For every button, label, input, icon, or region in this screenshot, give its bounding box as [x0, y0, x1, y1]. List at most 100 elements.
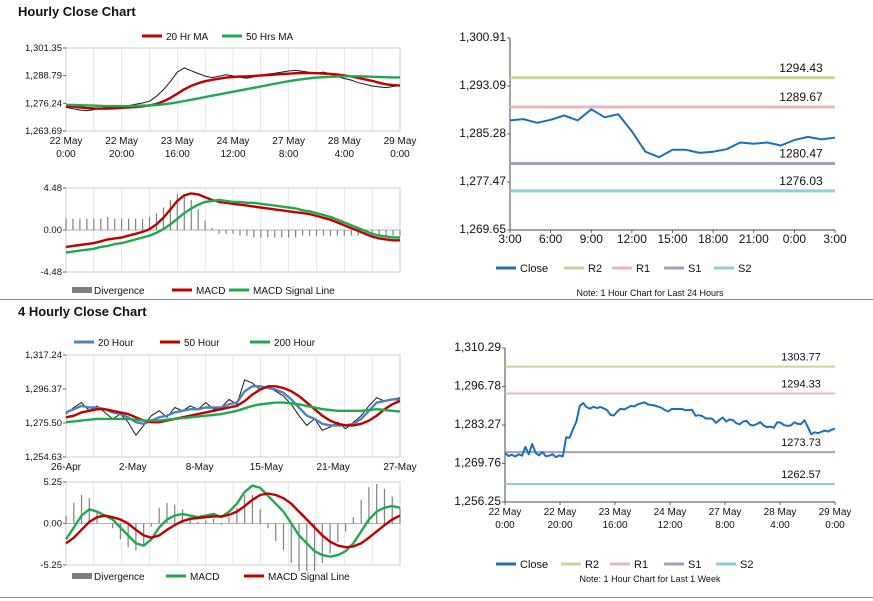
x-tick-label: 4:00: [770, 520, 790, 531]
legend-label: Close: [520, 559, 548, 571]
x-tick-label: 21:00: [739, 232, 769, 246]
legend-label: Divergence: [94, 572, 145, 583]
level-label-r2: 1303.77: [781, 352, 821, 364]
y-tick-label: 1,283.27: [454, 417, 501, 431]
x-tick-label: 20:00: [109, 149, 134, 160]
x-tick-label: 24 May: [217, 136, 250, 147]
hourly-section-title: Hourly Close Chart: [18, 4, 136, 19]
x-tick-label: 29 May: [384, 136, 417, 147]
x-tick-label: 9:00: [580, 232, 604, 246]
x-tick-label: 22 May: [544, 507, 577, 518]
y-tick-label: -4.48: [40, 267, 62, 278]
y-tick-label: 1,288.79: [25, 71, 62, 82]
y-tick-label: -5.25: [40, 560, 62, 571]
x-tick-label: 16:00: [165, 149, 190, 160]
x-tick-label: 15-May: [250, 462, 283, 473]
legend-label: 50 Hrs MA: [246, 32, 294, 43]
legend-label: MACD Signal Line: [253, 286, 335, 297]
y-tick-label: 1,317.24: [25, 350, 62, 361]
4h-note: Note: 1 Hour Chart for Last 1 Week: [579, 574, 721, 584]
x-tick-label: 0:00: [390, 149, 410, 160]
legend-label: R1: [636, 263, 650, 275]
legend-label: MACD Signal Line: [268, 572, 350, 583]
y-tick-label: 1,296.37: [25, 384, 62, 395]
y-tick-label: 1,293.09: [459, 78, 506, 92]
legend-label: MACD: [196, 286, 225, 297]
x-tick-label: 20:00: [547, 520, 572, 531]
series-line: [509, 108, 836, 159]
x-tick-label: 12:00: [220, 149, 245, 160]
y-tick-label: 0.00: [44, 519, 63, 530]
legend-label: S2: [740, 559, 753, 571]
x-tick-label: 22 May: [489, 507, 522, 518]
legend-label: Divergence: [94, 286, 145, 297]
x-tick-label: 0:00: [825, 520, 845, 531]
x-tick-label: 2-May: [119, 462, 147, 473]
bottom-divider: [0, 597, 873, 598]
level-label-r2: 1294.43: [779, 61, 823, 75]
y-tick-label: 1,256.25: [454, 494, 501, 508]
x-tick-label: 16:00: [602, 520, 627, 531]
x-tick-label: 18:00: [698, 232, 728, 246]
x-tick-label: 27-May: [383, 462, 416, 473]
legend-label: R1: [634, 559, 648, 571]
legend-label: Close: [520, 263, 548, 275]
legend-label: S2: [738, 263, 751, 275]
x-tick-label: 8-May: [186, 462, 214, 473]
series-line: [64, 484, 401, 558]
y-tick-label: 1,296.78: [454, 379, 501, 393]
legend-label: R2: [585, 559, 599, 571]
y-tick-label: 1,276.24: [25, 98, 62, 109]
y-tick-label: 1,285.28: [459, 126, 506, 140]
x-tick-label: 0:00: [783, 232, 807, 246]
series-line: [65, 198, 400, 254]
x-tick-label: 0:00: [495, 520, 515, 531]
legend-label: R2: [588, 263, 602, 275]
legend-label: S1: [688, 263, 701, 275]
legend-swatch: [72, 573, 92, 579]
x-tick-label: 21-May: [317, 462, 350, 473]
x-tick-label: 28 May: [328, 136, 361, 147]
y-tick-label: 1,275.50: [25, 418, 62, 429]
level-label-s1: 1280.47: [779, 147, 823, 161]
level-label-s2: 1276.03: [779, 174, 823, 188]
y-tick-label: 1,310.29: [454, 340, 501, 354]
y-tick-label: 1,269.76: [454, 456, 501, 470]
y-tick-label: 0.00: [44, 225, 63, 236]
x-tick-label: 4:00: [335, 149, 355, 160]
legend-label: 20 Hr MA: [166, 32, 209, 43]
x-tick-label: 23 May: [599, 507, 632, 518]
legend-label: 50 Hour: [184, 338, 220, 349]
x-tick-label: 3:00: [823, 232, 847, 246]
x-tick-label: 24 May: [654, 507, 687, 518]
x-tick-label: 3:00: [498, 232, 522, 246]
x-tick-label: 12:00: [657, 520, 682, 531]
legend-swatch: [72, 287, 92, 293]
series-line: [65, 401, 401, 424]
x-tick-label: 22 May: [105, 136, 138, 147]
x-tick-label: 29 May: [819, 507, 852, 518]
y-tick-label: 1,263.69: [25, 126, 62, 137]
x-tick-label: 27 May: [709, 507, 742, 518]
x-tick-label: 6:00: [539, 232, 563, 246]
legend-label: 20 Hour: [98, 338, 134, 349]
y-tick-label: 1,277.47: [459, 174, 506, 188]
x-tick-label: 15:00: [657, 232, 687, 246]
4h-section-title: 4 Hourly Close Chart: [18, 304, 147, 319]
y-tick-label: 1,269.65: [459, 222, 506, 236]
y-tick-label: 1,300.91: [459, 30, 506, 44]
y-tick-label: 1,254.63: [25, 452, 62, 463]
y-tick-label: 5.25: [44, 477, 63, 488]
section-divider: [0, 299, 873, 300]
x-tick-label: 23 May: [161, 136, 194, 147]
level-label-r1: 1289.67: [779, 90, 823, 104]
hourly-note: Note: 1 Hour Chart for Last 24 Hours: [576, 288, 724, 298]
x-tick-label: 8:00: [279, 149, 299, 160]
level-label-r1: 1294.33: [781, 378, 821, 390]
x-tick-label: 27 May: [272, 136, 305, 147]
x-tick-label: 12:00: [617, 232, 647, 246]
x-tick-label: 8:00: [715, 520, 735, 531]
series-line: [65, 75, 400, 108]
y-tick-label: 1,301.35: [25, 43, 62, 54]
